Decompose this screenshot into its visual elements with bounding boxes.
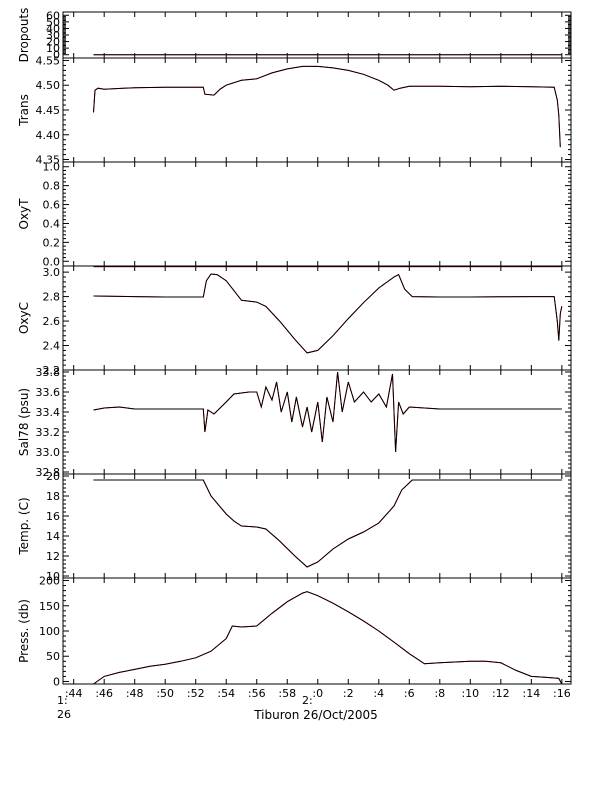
x-tick-label: :6 <box>404 687 415 700</box>
y-tick-label-temp: 12 <box>46 550 60 563</box>
y-axis-title-oxyc: OxyC <box>17 302 31 334</box>
x-tick-label: :0 <box>312 687 323 700</box>
y-tick-label-temp: 20 <box>46 470 60 483</box>
y-tick-label-oxyt: 0.8 <box>43 180 61 193</box>
x-tick-label: :48 <box>126 687 144 700</box>
y-tick-label-trans: 4.50 <box>36 79 61 92</box>
series-line-trans <box>93 65 561 148</box>
y-tick-label-dropouts: 30 <box>46 29 60 42</box>
x-tick-label: :54 <box>217 687 235 700</box>
y-tick-label-oxyt: 0.4 <box>43 217 61 230</box>
y-tick-label-sal: 33.2 <box>36 426 61 439</box>
x-tick-label: :4 <box>373 687 384 700</box>
series-line-press <box>93 591 563 685</box>
x-axis-mid-time-label: 2: <box>302 694 313 707</box>
y-tick-label-sal: 33.4 <box>36 406 61 419</box>
series-line-temp <box>93 479 562 568</box>
y-tick-label-oxyc: 2.8 <box>43 291 61 304</box>
x-tick-label: :12 <box>492 687 510 700</box>
panel-frame-oxyt <box>62 161 572 267</box>
y-axis-title-trans: Trans <box>17 94 31 127</box>
y-tick-label-oxyt: 0.6 <box>43 199 61 212</box>
panel-frame-dropouts <box>62 11 572 59</box>
x-tick-label: :2 <box>343 687 354 700</box>
y-tick-label-oxyt: 0.2 <box>43 236 61 249</box>
x-axis-start-time-label: 1: 26 <box>57 694 71 721</box>
y-tick-label-temp: 16 <box>46 510 60 523</box>
x-tick-label: :52 <box>187 687 205 700</box>
panel-frame-oxyc <box>62 265 572 371</box>
y-tick-label-sal: 32.8 <box>36 466 61 479</box>
y-tick-label-sal: 33.8 <box>36 366 61 379</box>
x-tick-label: :14 <box>522 687 540 700</box>
y-axis-title-press: Press. (db) <box>17 599 31 663</box>
y-tick-label-trans: 4.45 <box>36 104 61 117</box>
y-tick-label-temp: 14 <box>46 530 60 543</box>
x-tick-label: :50 <box>156 687 174 700</box>
y-axis-title-sal: Sal78 (psu) <box>17 388 31 456</box>
y-axis-title-temp: Temp. (C) <box>17 497 31 555</box>
y-tick-label-dropouts: 10 <box>46 42 60 55</box>
x-tick-label: :46 <box>95 687 113 700</box>
x-tick-label: :44 <box>65 687 83 700</box>
y-tick-label-dropouts: 40 <box>46 22 60 35</box>
y-tick-label-press: 200 <box>39 575 60 588</box>
y-tick-label-press: 0 <box>53 675 60 688</box>
y-tick-label-oxyc: 2.6 <box>43 315 61 328</box>
y-axis-title-oxyt: OxyT <box>17 198 31 230</box>
x-tick-label: :56 <box>248 687 266 700</box>
x-axis-title: Tiburon 26/Oct/2005 <box>254 708 378 722</box>
y-tick-label-trans: 4.35 <box>36 154 61 167</box>
x-tick-label: :10 <box>461 687 479 700</box>
y-tick-label-press: 100 <box>39 625 60 638</box>
y-tick-label-dropouts: 60 <box>46 9 60 22</box>
series-line-red-sal <box>93 371 562 453</box>
y-tick-label-oxyc: 2.4 <box>43 340 61 353</box>
x-tick-label: :16 <box>553 687 571 700</box>
y-tick-label-oxyt: 0.0 <box>43 255 61 268</box>
y-tick-label-oxyt: 1.0 <box>43 161 61 174</box>
y-tick-label-dropouts: 0 <box>53 49 60 62</box>
y-tick-label-oxyc: 3.0 <box>43 266 61 279</box>
x-tick-label: :8 <box>434 687 445 700</box>
panel-frame-sal <box>62 369 572 475</box>
y-tick-label-dropouts: 20 <box>46 36 60 49</box>
series-line-oxyc <box>93 273 563 354</box>
x-tick-label: :58 <box>278 687 296 700</box>
y-tick-label-temp: 10 <box>46 570 60 583</box>
y-tick-label-oxyc: 2.2 <box>43 364 61 377</box>
y-tick-label-press: 50 <box>46 650 60 663</box>
panel-frame-trans <box>62 57 572 163</box>
y-tick-label-dropouts: 50 <box>46 16 60 29</box>
series-line-sal <box>93 371 562 453</box>
series-line-red-trans <box>93 65 561 148</box>
y-tick-label-sal: 33.0 <box>36 446 61 459</box>
y-tick-label-press: 150 <box>39 600 60 613</box>
y-tick-label-temp: 18 <box>46 490 60 503</box>
y-tick-label-trans: 4.40 <box>36 129 61 142</box>
y-axis-title-dropouts: Dropouts <box>17 8 31 63</box>
series-line-red-press <box>93 591 563 685</box>
y-tick-label-sal: 33.6 <box>36 386 61 399</box>
y-tick-label-trans: 4.55 <box>36 54 61 67</box>
